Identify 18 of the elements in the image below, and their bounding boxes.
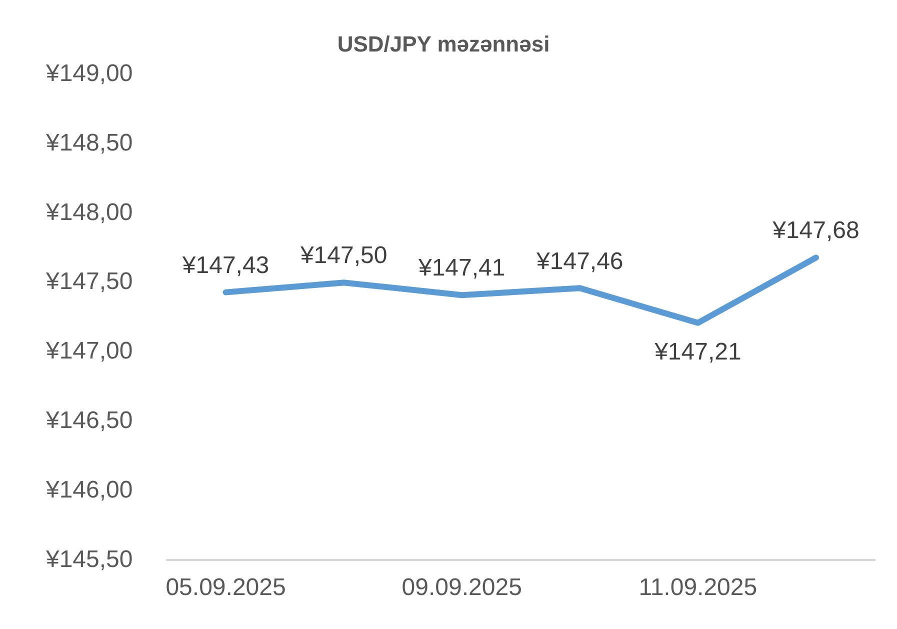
y-tick-label: ¥148,00 — [44, 198, 133, 226]
data-label: ¥147,46 — [536, 248, 624, 275]
data-label: ¥147,50 — [299, 242, 388, 270]
data-label: ¥147,68 — [772, 217, 860, 244]
x-tick-label: 05.09.2025 — [166, 574, 286, 602]
data-label: ¥147,21 — [654, 338, 742, 366]
y-tick-label: ¥146,00 — [44, 476, 133, 504]
data-label: ¥147,41 — [417, 254, 506, 282]
chart-title: USD/JPY məzənnəsi — [337, 31, 550, 56]
y-tick-label: ¥148,50 — [44, 129, 133, 156]
y-tick-label: ¥146,50 — [44, 407, 133, 434]
x-tick-label: 09.09.2025 — [402, 574, 522, 602]
y-tick-label: ¥147,50 — [44, 268, 133, 296]
x-tick-label: 11.09.2025 — [638, 574, 758, 602]
data-label: ¥147,43 — [181, 252, 270, 279]
y-tick-label: ¥149,00 — [44, 60, 133, 88]
y-tick-label: ¥147,00 — [44, 338, 133, 365]
y-tick-label: ¥145,50 — [44, 546, 133, 573]
